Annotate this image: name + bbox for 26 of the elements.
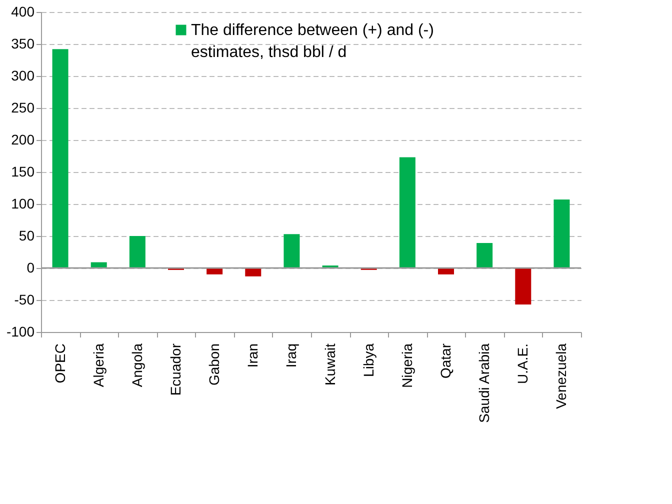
y-tick-label: 200	[11, 132, 35, 148]
y-tick-label: -100	[6, 324, 35, 340]
y-tick-label: 50	[18, 228, 35, 244]
y-tick-label: 250	[11, 100, 35, 116]
x-tick-label: Kuwait	[322, 343, 338, 386]
x-tick-label: Venezuela	[553, 343, 570, 409]
x-tick-label: Angola	[128, 343, 145, 388]
y-tick-label: -50	[14, 292, 35, 308]
y-tick-label: 100	[11, 196, 35, 212]
x-tick-label: Algeria	[90, 343, 106, 388]
legend-label: The difference between (+) and (-) estimates, thsd bbl / d	[191, 22, 434, 61]
x-tick-label: Ecuador	[168, 343, 184, 396]
y-tick-label: 300	[11, 68, 35, 84]
x-tick-label: U.A.E.	[514, 344, 531, 384]
x-tick-label: Saudi Arabia	[476, 343, 492, 423]
y-tick-label: 150	[11, 164, 35, 180]
x-tick-label: Nigeria	[398, 343, 415, 388]
y-tick-label: 400	[11, 4, 35, 20]
x-tick-label: Iraq	[283, 344, 300, 368]
x-tick-label: Libya	[360, 343, 376, 377]
x-tick-label: Qatar	[438, 343, 454, 379]
y-tick-label: 0	[26, 260, 35, 276]
y-tick-label: 350	[11, 36, 35, 52]
x-tick-label: Gabon	[206, 344, 222, 386]
x-tick-label: OPEC	[52, 344, 68, 384]
x-tick-label: Iran	[244, 344, 261, 368]
